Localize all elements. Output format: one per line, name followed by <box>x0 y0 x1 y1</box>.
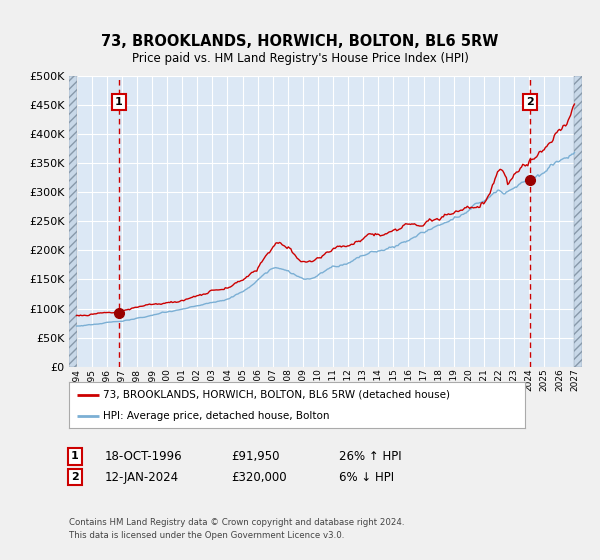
Text: 73, BROOKLANDS, HORWICH, BOLTON, BL6 5RW: 73, BROOKLANDS, HORWICH, BOLTON, BL6 5RW <box>101 35 499 49</box>
Text: 12-JAN-2024: 12-JAN-2024 <box>105 470 179 484</box>
Text: £320,000: £320,000 <box>231 470 287 484</box>
Text: Contains HM Land Registry data © Crown copyright and database right 2024.
This d: Contains HM Land Registry data © Crown c… <box>69 519 404 540</box>
Bar <box>574 76 582 367</box>
Bar <box>69 76 77 367</box>
Text: 2: 2 <box>526 97 534 107</box>
Text: 26% ↑ HPI: 26% ↑ HPI <box>339 450 401 463</box>
Text: 1: 1 <box>115 97 122 107</box>
Text: 73, BROOKLANDS, HORWICH, BOLTON, BL6 5RW (detached house): 73, BROOKLANDS, HORWICH, BOLTON, BL6 5RW… <box>103 390 450 400</box>
Text: Price paid vs. HM Land Registry's House Price Index (HPI): Price paid vs. HM Land Registry's House … <box>131 52 469 66</box>
Text: £91,950: £91,950 <box>231 450 280 463</box>
Text: 2: 2 <box>71 472 79 482</box>
Text: 1: 1 <box>71 451 79 461</box>
Text: HPI: Average price, detached house, Bolton: HPI: Average price, detached house, Bolt… <box>103 411 330 421</box>
Text: 6% ↓ HPI: 6% ↓ HPI <box>339 470 394 484</box>
Text: 18-OCT-1996: 18-OCT-1996 <box>105 450 182 463</box>
